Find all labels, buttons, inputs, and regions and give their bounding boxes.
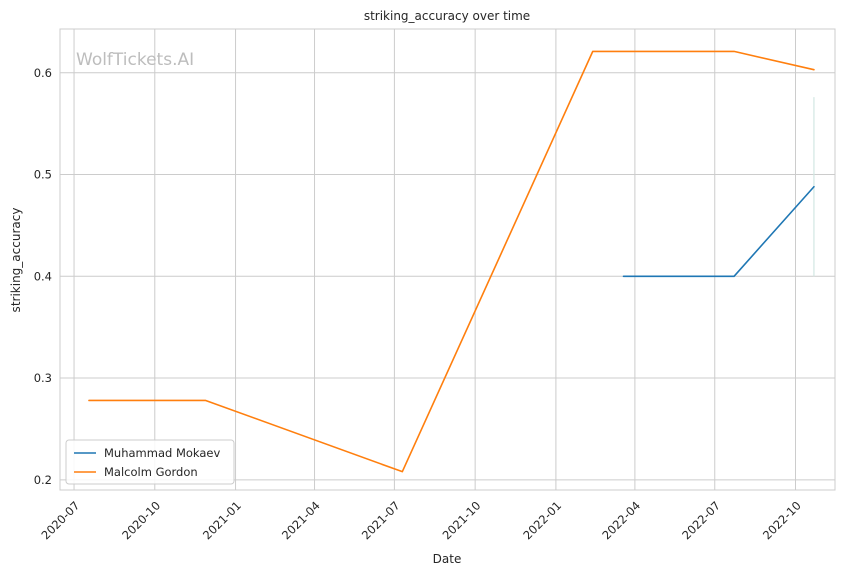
series-line-0 xyxy=(622,185,815,278)
plot-frame xyxy=(59,28,836,491)
y-tick-label: 0.2 xyxy=(34,473,52,487)
y-tick-label: 0.3 xyxy=(34,371,52,385)
chart-title: striking_accuracy over time xyxy=(364,9,530,23)
legend-entry-label: Muhammad Mokaev xyxy=(104,446,220,460)
series-layer xyxy=(88,50,815,473)
legend-box xyxy=(65,439,235,485)
y-tick-label: 0.6 xyxy=(34,66,52,80)
x-axis-label: Date xyxy=(433,552,462,566)
legend-entry-label: Malcolm Gordon xyxy=(104,465,198,479)
y-axis-label: striking_accuracy xyxy=(9,208,23,313)
y-axis-ticks: 0.2 0.3 0.4 0.5 0.6 xyxy=(34,66,52,487)
legend: Muhammad Mokaev Malcolm Gordon xyxy=(65,439,235,485)
watermark-text: WolfTickets.AI xyxy=(76,50,194,70)
y-tick-label: 0.4 xyxy=(34,269,52,283)
grid xyxy=(60,29,835,490)
series-line-1 xyxy=(88,50,815,473)
y-tick-label: 0.5 xyxy=(34,168,52,182)
